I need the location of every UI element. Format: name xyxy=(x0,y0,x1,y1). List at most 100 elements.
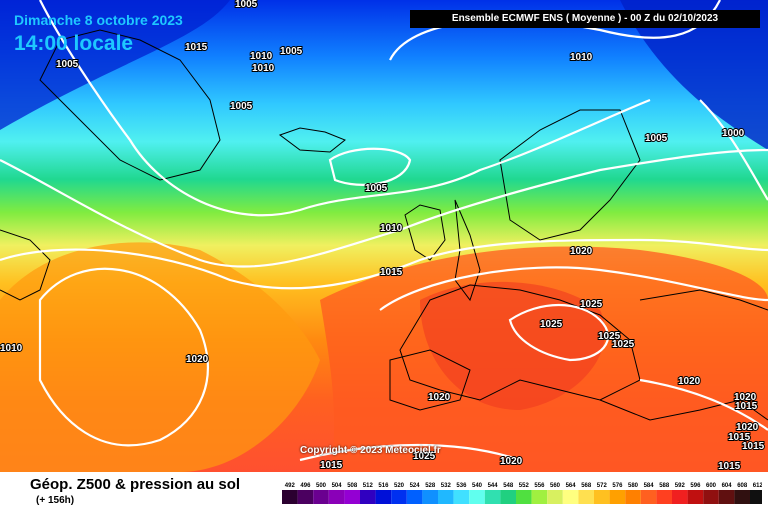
isobar-label: 1015 xyxy=(718,461,741,472)
isobar-1015 xyxy=(0,238,768,290)
copyright-text: Copyright © 2023 Meteociel.fr xyxy=(300,445,441,456)
isobar-label: 1005 xyxy=(56,59,79,70)
scale-swatch xyxy=(516,490,532,504)
scale-swatch xyxy=(313,490,329,504)
scale-swatch xyxy=(453,490,470,504)
scale-label: 520 xyxy=(394,483,405,489)
scale-swatch xyxy=(422,490,438,504)
scale-swatch xyxy=(360,490,376,504)
scale-swatch xyxy=(750,490,762,504)
isobar-label: 1015 xyxy=(735,401,758,412)
isobar-1005-iceland xyxy=(328,147,412,186)
scale-label: 496 xyxy=(300,483,311,489)
scale-swatch xyxy=(547,490,563,504)
scale-label: 492 xyxy=(285,483,296,489)
scale-label: 588 xyxy=(659,483,670,489)
isobar-label: 1005 xyxy=(230,101,253,112)
scale-swatch xyxy=(687,490,704,504)
scale-label: 560 xyxy=(550,483,561,489)
scale-swatch xyxy=(734,490,750,504)
isobar-label: 1020 xyxy=(734,392,757,403)
scale-swatch xyxy=(391,490,407,504)
isobar-label: 1015 xyxy=(185,42,208,53)
scale-swatch xyxy=(438,490,454,504)
scale-swatch xyxy=(344,490,360,504)
scale-label: 524 xyxy=(410,483,421,489)
scale-label: 596 xyxy=(690,483,701,489)
scale-label: 600 xyxy=(706,483,717,489)
scale-label: 544 xyxy=(488,483,499,489)
scale-label: 568 xyxy=(581,483,592,489)
scale-swatch xyxy=(469,490,485,504)
scale-swatch xyxy=(328,490,345,504)
scale-label: 576 xyxy=(612,483,623,489)
isobar-1015-south xyxy=(299,443,521,462)
forecast-time: 14:00 locale xyxy=(14,32,134,55)
isobar-label: 1025 xyxy=(580,299,603,310)
scale-label: 608 xyxy=(737,483,748,489)
isobar-label: 1020 xyxy=(428,392,451,403)
isobar-1020-high-west xyxy=(38,267,209,447)
scale-swatch xyxy=(484,490,501,504)
scale-label: 556 xyxy=(534,483,545,489)
color-scale: 492 496 500 504 508 512 516 520 524 528 532 536 540 5… xyxy=(282,483,762,504)
isobar-label: 1015 xyxy=(728,432,751,443)
isobar-label: 1005 xyxy=(645,133,668,144)
scale-swatch xyxy=(640,490,657,504)
isobar-label: 1025 xyxy=(540,319,563,330)
isobar-label: 1020 xyxy=(678,376,701,387)
isobar-label: 1025 xyxy=(612,339,635,350)
scale-label: 584 xyxy=(644,483,655,489)
isobar-label: 1010 xyxy=(0,343,23,354)
scale-swatch xyxy=(531,490,548,504)
scale-swatch xyxy=(718,490,735,504)
isobar-label: 1025 xyxy=(598,331,621,342)
scale-label: 548 xyxy=(503,483,514,489)
isobar-label: 1005 xyxy=(280,46,303,57)
isobar-1025-europe xyxy=(508,304,610,362)
scale-swatch xyxy=(625,490,641,504)
isobar-label: 1020 xyxy=(570,246,593,257)
scale-label: 572 xyxy=(597,483,608,489)
scale-label: 552 xyxy=(519,483,530,489)
scale-label: 504 xyxy=(332,483,343,489)
scale-swatch xyxy=(282,490,298,504)
scale-label: 500 xyxy=(316,483,327,489)
isobar-label: 1020 xyxy=(186,354,209,365)
scale-label: 592 xyxy=(675,483,686,489)
scale-label: 540 xyxy=(472,483,483,489)
scale-swatch xyxy=(562,490,579,504)
scale-label: 516 xyxy=(378,483,389,489)
isobar-label: 1020 xyxy=(736,422,759,433)
isobar-1005-north xyxy=(39,0,651,217)
scale-swatch xyxy=(578,490,594,504)
isobar-1000-ne xyxy=(699,99,768,201)
isobar-1020-europe xyxy=(379,266,768,311)
scale-swatch xyxy=(594,490,610,504)
scale-label: 528 xyxy=(425,483,436,489)
scale-label: 532 xyxy=(441,483,452,489)
scale-label: 612 xyxy=(753,483,762,489)
isobar-label: 1025 xyxy=(413,451,436,462)
isobar-label: 1020 xyxy=(500,456,523,467)
isobar-1020-se xyxy=(639,378,768,431)
scale-label: 508 xyxy=(347,483,358,489)
scale-swatch xyxy=(375,490,392,504)
isobar-label: 1005 xyxy=(365,183,388,194)
isobar-label: 1010 xyxy=(250,51,273,62)
ridge-core xyxy=(420,281,606,410)
model-run-header: Ensemble ECMWF ENS ( Moyenne ) - 00 Z du… xyxy=(410,10,760,28)
weather-map: 1005 1015 1005 1010 1010 1005 1005 1005 … xyxy=(0,0,768,472)
isobar-label: 1010 xyxy=(380,223,403,234)
isobar-label: 1015 xyxy=(320,460,343,471)
scale-swatch xyxy=(500,490,516,504)
scale-label: 512 xyxy=(363,483,374,489)
map-title: Géop. Z500 & pression au sol xyxy=(30,476,241,493)
forecast-date: Dimanche 8 octobre 2023 xyxy=(14,12,183,28)
isobar-label: 1015 xyxy=(380,267,403,278)
isobar-label: 1005 xyxy=(235,0,258,10)
scale-swatch xyxy=(703,490,719,504)
isobar-label: 1000 xyxy=(722,128,745,139)
isobar-1010-north xyxy=(389,0,721,61)
scale-swatch xyxy=(406,490,423,504)
